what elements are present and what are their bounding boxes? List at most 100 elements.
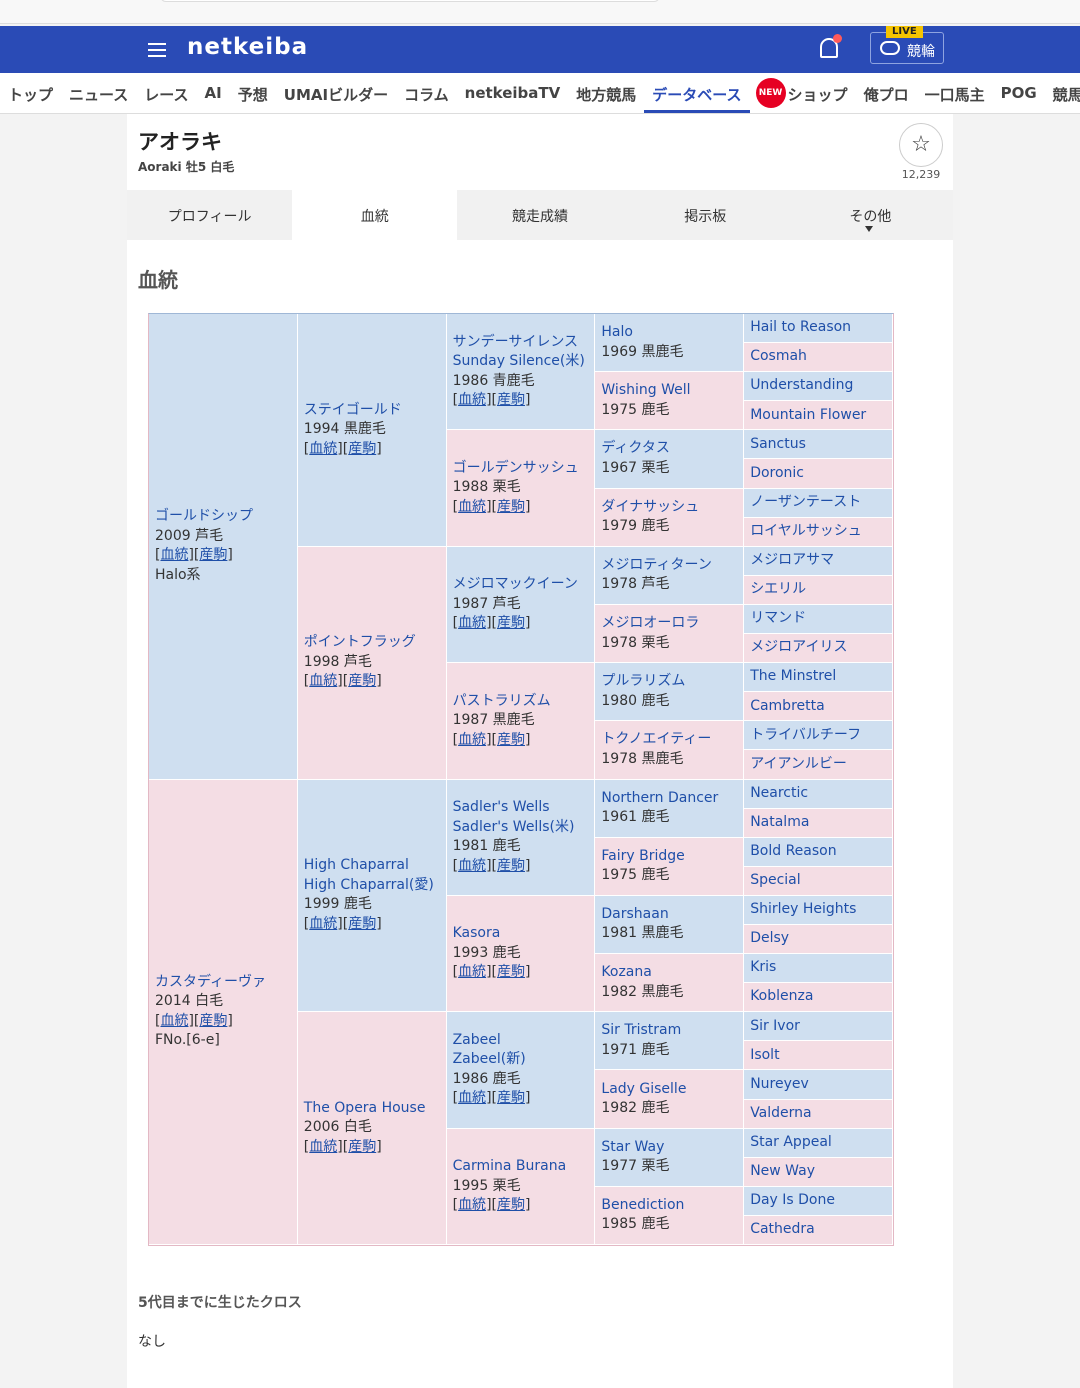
horse-link[interactable]: The Opera House	[303, 1099, 426, 1116]
offspring-link[interactable]: 産駒	[497, 498, 525, 515]
offspring-link[interactable]: 産駒	[348, 1138, 377, 1155]
horse-link[interactable]: Fairy Bridge	[601, 847, 685, 864]
nav-item[interactable]: UMAIビルダー	[283, 86, 389, 104]
tab[interactable]: 掲示板	[623, 190, 788, 240]
horse-link[interactable]: Doronic	[750, 464, 805, 481]
logo[interactable]: netkeiba	[187, 34, 309, 60]
nav-item[interactable]: データベース	[644, 73, 750, 113]
horse-link[interactable]: High Chaparral	[303, 857, 409, 874]
nav-item[interactable]: コラム	[404, 86, 449, 104]
tab[interactable]: プロフィール	[127, 190, 292, 240]
menu-button[interactable]	[148, 43, 166, 57]
nav-item[interactable]: 俺プロ	[863, 86, 909, 104]
tab[interactable]: 競走成績	[457, 190, 622, 240]
horse-link[interactable]: Sanctus	[750, 435, 806, 452]
address-bar[interactable]	[160, 0, 660, 2]
horse-link[interactable]: パストラリズム	[452, 692, 551, 709]
horse-link[interactable]: Sadler's Wells(米)	[452, 818, 575, 835]
pedigree-link[interactable]: 血統	[309, 440, 338, 457]
offspring-link[interactable]: 産駒	[348, 915, 377, 932]
horse-link[interactable]: サンデーサイレンス	[452, 333, 579, 350]
offspring-link[interactable]: 産駒	[348, 673, 377, 690]
horse-link[interactable]: Isolt	[750, 1046, 780, 1063]
pedigree-link[interactable]: 血統	[458, 498, 487, 515]
pedigree-link[interactable]: 血統	[458, 1197, 487, 1214]
pedigree-link[interactable]: 血統	[309, 1138, 338, 1155]
horse-link[interactable]: Cosmah	[750, 348, 807, 365]
offspring-link[interactable]: 産駒	[497, 964, 525, 981]
pedigree-link[interactable]: 血統	[160, 547, 189, 564]
horse-link[interactable]: ゴールデンサッシュ	[452, 459, 579, 476]
nav-item[interactable]: 一口馬主	[924, 86, 985, 104]
tab[interactable]: その他	[788, 190, 953, 240]
nav-item[interactable]: レース	[144, 86, 189, 104]
horse-link[interactable]: Special	[750, 872, 801, 889]
favorite-button[interactable]: ☆	[899, 123, 943, 167]
horse-link[interactable]: Kasora	[452, 925, 501, 942]
horse-link[interactable]: Kris	[750, 959, 777, 976]
notification-bell[interactable]	[820, 34, 842, 58]
horse-link[interactable]: メジロティターン	[601, 556, 712, 573]
pedigree-link[interactable]: 血統	[458, 857, 487, 874]
pedigree-link[interactable]: 血統	[458, 392, 487, 409]
pedigree-link[interactable]: 血統	[458, 1090, 487, 1107]
pedigree-link[interactable]: 血統	[458, 615, 487, 632]
offspring-link[interactable]: 産駒	[497, 392, 525, 409]
horse-link[interactable]: Delsy	[750, 930, 790, 947]
offspring-link[interactable]: 産駒	[199, 1012, 228, 1029]
horse-link[interactable]: メジロマックイーン	[452, 576, 578, 593]
nav-item[interactable]: ニュース	[69, 86, 129, 104]
horse-link[interactable]: Lady Giselle	[601, 1080, 687, 1097]
horse-link[interactable]: ロイヤルサッシュ	[750, 522, 862, 539]
horse-link[interactable]: Cathedra	[750, 1221, 815, 1238]
nav-item[interactable]: ショップ	[787, 86, 848, 104]
nav-item[interactable]: POG	[1000, 84, 1037, 102]
horse-link[interactable]: シエリル	[750, 581, 807, 598]
offspring-link[interactable]: 産駒	[497, 615, 525, 632]
offspring-link[interactable]: 産駒	[348, 440, 377, 457]
horse-link[interactable]: ポイントフラッグ	[303, 634, 416, 651]
horse-link[interactable]: プルラリズム	[601, 673, 686, 690]
horse-link[interactable]: The Minstrel	[750, 668, 837, 685]
horse-link[interactable]: Nureyev	[750, 1075, 809, 1092]
horse-link[interactable]: Sadler's Wells	[452, 799, 550, 816]
horse-link[interactable]: Understanding	[750, 377, 854, 394]
horse-link[interactable]: リマンド	[750, 610, 807, 627]
nav-item[interactable]: 予想	[237, 86, 268, 104]
horse-link[interactable]: トライバルチーフ	[750, 726, 862, 743]
horse-link[interactable]: Sunday Silence(米)	[452, 353, 585, 370]
horse-link[interactable]: Sir Tristram	[601, 1022, 682, 1039]
horse-link[interactable]: Koblenza	[750, 988, 814, 1005]
horse-link[interactable]: Star Way	[601, 1138, 665, 1155]
horse-link[interactable]: Cambretta	[750, 697, 825, 714]
horse-link[interactable]: High Chaparral(愛)	[303, 876, 434, 893]
pedigree-link[interactable]: 血統	[458, 964, 487, 981]
horse-link[interactable]: ノーザンテースト	[750, 493, 862, 510]
horse-link[interactable]: Kozana	[601, 964, 652, 981]
horse-link[interactable]: Carmina Burana	[452, 1158, 567, 1175]
horse-link[interactable]: ゴールドシップ	[155, 508, 253, 525]
offspring-link[interactable]: 産駒	[497, 1197, 525, 1214]
nav-item[interactable]: 地方競馬	[576, 86, 637, 104]
horse-link[interactable]: メジロオーロラ	[601, 615, 700, 632]
horse-link[interactable]: ダイナサッシュ	[601, 498, 700, 515]
horse-link[interactable]: Shirley Heights	[750, 901, 857, 918]
horse-link[interactable]: アイアンルビー	[750, 755, 847, 772]
tab[interactable]: 血統	[292, 190, 458, 240]
horse-link[interactable]: メジロアサマ	[750, 552, 835, 569]
pedigree-link[interactable]: 血統	[458, 731, 487, 748]
horse-link[interactable]: Zabeel(新)	[452, 1051, 526, 1068]
nav-item[interactable]: netkeibaTV	[464, 84, 561, 102]
horse-link[interactable]: Sir Ivor	[750, 1017, 800, 1034]
keirin-button[interactable]: LIVE 競輪	[870, 26, 944, 64]
horse-link[interactable]: Wishing Well	[601, 382, 691, 399]
pedigree-link[interactable]: 血統	[160, 1012, 189, 1029]
horse-link[interactable]: Northern Dancer	[601, 789, 719, 806]
offspring-link[interactable]: 産駒	[497, 1090, 525, 1107]
pedigree-link[interactable]: 血統	[309, 915, 338, 932]
horse-link[interactable]: Mountain Flower	[750, 406, 867, 423]
horse-link[interactable]: Valderna	[750, 1104, 812, 1121]
horse-link[interactable]: ディクタス	[601, 440, 670, 457]
horse-link[interactable]: Darshaan	[601, 905, 669, 922]
nav-item[interactable]: AI	[204, 84, 222, 102]
